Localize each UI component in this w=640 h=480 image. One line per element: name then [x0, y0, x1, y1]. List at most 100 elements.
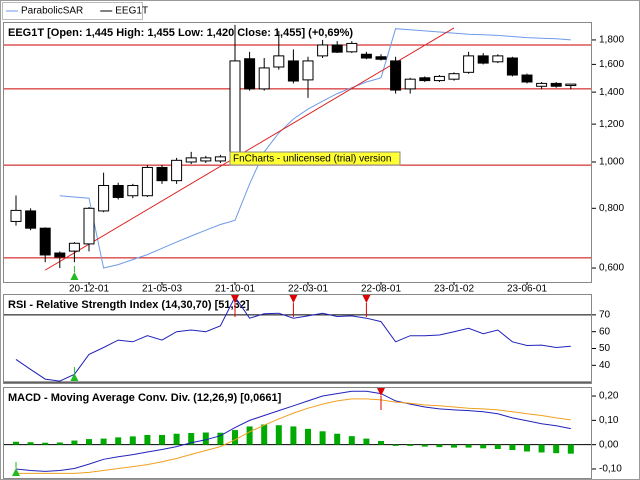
candle-body	[83, 207, 95, 245]
y-tick-label: 1,400	[599, 87, 624, 98]
histogram-bar	[465, 444, 472, 448]
candle-body	[331, 44, 343, 53]
candle-body	[200, 157, 212, 162]
candle-body	[492, 55, 504, 63]
annotation: FnCharts - unlicensed (trial) version	[233, 154, 391, 165]
macd-line	[15, 390, 571, 472]
panel-title: MACD - Moving Average Conv. Div. (12,26,…	[8, 392, 282, 404]
x-tick-label: 22-08-01	[361, 284, 401, 295]
candle-body	[54, 252, 66, 258]
candle-body	[185, 157, 197, 163]
y-tick-label: 0,10	[599, 415, 619, 426]
histogram-bar	[275, 425, 282, 445]
x-tick-label: 22-03-01	[288, 284, 328, 295]
candle-body	[550, 82, 562, 87]
candle-body	[25, 210, 37, 229]
panel-title: RSI - Relative Strength Index (14,30,70)…	[8, 299, 250, 311]
y-tick-label: 60	[599, 326, 611, 337]
x-tick-label: 20-12-01	[69, 284, 109, 295]
histogram-bar	[524, 444, 530, 452]
histogram-bar	[436, 444, 443, 448]
histogram-bar	[144, 434, 151, 445]
candle-body	[360, 53, 372, 59]
histogram-bar	[407, 444, 414, 446]
histogram-bar	[305, 428, 311, 445]
histogram-bar	[56, 442, 63, 445]
candle-body	[287, 60, 299, 82]
candle-body	[229, 60, 241, 161]
sar-line	[59, 28, 571, 269]
candle-body	[346, 42, 358, 53]
y-tick-label: 1,600	[599, 59, 624, 70]
candle-body	[214, 156, 226, 162]
sell-signal	[231, 295, 239, 303]
y-tick-label: 1,000	[599, 157, 624, 168]
histogram-bar	[363, 438, 370, 445]
histogram-bar	[451, 444, 457, 448]
histogram-bar	[567, 444, 574, 454]
candle-body	[565, 83, 577, 87]
candle-body	[156, 166, 168, 182]
candle-body	[433, 75, 445, 82]
candle-body	[521, 74, 533, 83]
trend-line	[44, 27, 455, 271]
candle-body	[390, 60, 402, 91]
candle-body	[477, 55, 489, 64]
histogram-bar	[202, 432, 209, 445]
histogram-bar	[246, 426, 253, 445]
histogram-bar	[480, 444, 487, 449]
signal-line	[16, 398, 571, 474]
histogram-bar	[159, 434, 165, 445]
candle-body	[258, 67, 270, 90]
candle-body	[419, 77, 431, 82]
histogram-bar	[538, 444, 545, 453]
histogram-bar	[100, 438, 107, 445]
histogram-bar	[27, 442, 34, 445]
histogram-bar	[421, 444, 428, 447]
y-tick-label: 0,00	[599, 439, 619, 450]
histogram-bar	[261, 424, 268, 445]
histogram-bar	[392, 444, 399, 446]
histogram-bar	[334, 433, 341, 445]
histogram-bar	[553, 444, 560, 454]
annotation-box	[229, 151, 401, 166]
rsi-panel	[3, 294, 592, 384]
y-tick-label: 1,800	[599, 35, 624, 46]
y-tick-label: 50	[599, 343, 611, 354]
buy-signal	[12, 468, 20, 476]
panel-title: EEG1T [Open: 1,445 High: 1,455 Low: 1,42…	[8, 27, 353, 39]
buy-signal	[70, 272, 79, 280]
candle-body	[448, 73, 460, 80]
macd-panel	[3, 387, 592, 479]
x-tick-label: 23-06-01	[507, 284, 547, 295]
candle-body	[171, 159, 183, 182]
y-tick-label: 0,20	[599, 391, 619, 402]
histogram-bar	[86, 439, 92, 445]
candle-body	[39, 227, 51, 256]
candle-body	[317, 44, 329, 57]
histogram-bar	[217, 432, 224, 445]
legend	[2, 2, 143, 20]
candle-body	[244, 58, 256, 90]
x-tick-label: 23-01-02	[434, 284, 474, 295]
candle-body	[506, 57, 518, 76]
y-tick-label: 1,200	[599, 119, 624, 130]
candle-body	[112, 184, 124, 198]
histogram-bar	[494, 444, 501, 450]
histogram-bar	[188, 433, 195, 445]
candle-body	[536, 82, 548, 87]
x-tick-label: 21-05-03	[142, 284, 182, 295]
candle-body	[375, 56, 387, 60]
histogram-bar	[232, 430, 238, 445]
histogram-bar	[509, 444, 516, 451]
candle-body	[98, 184, 110, 212]
candle-body	[273, 55, 285, 68]
sell-signal	[377, 388, 385, 396]
histogram-bar	[290, 426, 297, 445]
histogram-bar	[42, 442, 49, 445]
legend-label: EEG1T	[115, 6, 148, 17]
y-tick-label: -0,10	[599, 464, 622, 475]
candle-body	[127, 184, 139, 197]
